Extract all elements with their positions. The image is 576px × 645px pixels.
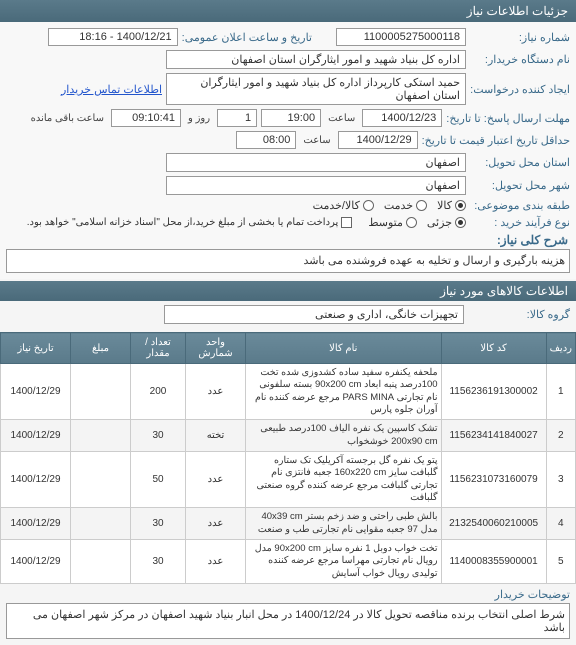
buyer-notes-box: شرط اصلی انتخاب برنده مناقصه تحویل کالا … [6, 603, 570, 639]
category-radio-label: خدمت [384, 199, 413, 212]
table-cell: 30 [131, 508, 186, 540]
page-title: جزئیات اطلاعات نیاز [467, 4, 568, 18]
announce-label: تاریخ و ساعت اعلان عمومی: [182, 31, 312, 44]
province-label: استان محل تحویل: [470, 156, 570, 169]
table-cell: تخته [186, 420, 246, 452]
deadline-time-label: ساعت [328, 113, 355, 124]
buyer-label: نام دستگاه خریدار: [470, 53, 570, 66]
table-header: ردیف [546, 333, 575, 364]
table-header: تاریخ نیاز [1, 333, 71, 364]
table-cell: عدد [186, 540, 246, 584]
table-cell: 1400/12/29 [1, 420, 71, 452]
city-field: اصفهان [166, 176, 466, 195]
requester-label: ایجاد کننده درخواست: [470, 83, 570, 96]
table-cell: بالش طبی راحتی و ضد زخم بستر 40x39 cm مد… [246, 508, 442, 540]
table-cell: تخت خواب دوبل 1 نفره سایز 90x200 cm مدل … [246, 540, 442, 584]
category-radio[interactable] [363, 200, 374, 211]
goods-header: اطلاعات کالاهای مورد نیاز [0, 281, 576, 301]
deadline-time: 19:00 [261, 109, 321, 127]
need-number-label: شماره نیاز: [470, 31, 570, 44]
deadline-date: 1400/12/23 [362, 109, 442, 127]
table-cell: 3 [546, 452, 575, 508]
buyer-field: اداره کل بنیاد شهید و امور ایثارگران است… [166, 50, 466, 69]
group-label: گروه کالا: [470, 308, 570, 321]
category-radio-label: کالا/خدمت [313, 199, 360, 212]
table-cell: 1156234141840027 [441, 420, 546, 452]
deadline-days: 1 [217, 109, 257, 127]
table-row[interactable]: 21156234141840027تشک کاسپین یک نفره الیا… [1, 420, 576, 452]
purchase-type-radiogroup: جزئی متوسط [368, 216, 466, 229]
table-cell: 1400/12/29 [1, 452, 71, 508]
table-header: مبلغ [71, 333, 131, 364]
purchase-type-label: نوع فرآیند خرید : [470, 216, 570, 229]
table-cell: 1 [546, 364, 575, 420]
table-header: واحد شمارش [186, 333, 246, 364]
table-cell [71, 420, 131, 452]
table-cell: 30 [131, 420, 186, 452]
page-header: جزئیات اطلاعات نیاز [0, 0, 576, 22]
table-cell [71, 364, 131, 420]
table-cell: عدد [186, 508, 246, 540]
description-title: شرح کلی نیاز: [6, 233, 570, 247]
table-cell: 1140008355900001 [441, 540, 546, 584]
table-row[interactable]: 42132540060210005بالش طبی راحتی و ضد زخم… [1, 508, 576, 540]
treasury-note: پرداخت تمام یا بخشی از مبلغ خرید،از محل … [27, 217, 339, 228]
need-number-field: 1100005275000118 [336, 28, 466, 46]
table-header: کد کالا [441, 333, 546, 364]
validity-time-label: ساعت [303, 135, 330, 146]
purchase-type-radio-label: جزئی [427, 216, 452, 229]
table-row[interactable]: 51140008355900001تخت خواب دوبل 1 نفره سا… [1, 540, 576, 584]
table-cell: 1400/12/29 [1, 364, 71, 420]
deadline-days-label: روز و [188, 113, 210, 124]
announce-field: 1400/12/21 - 18:16 [48, 28, 178, 46]
validity-time: 08:00 [236, 131, 296, 149]
category-radio[interactable] [455, 200, 466, 211]
table-cell [71, 540, 131, 584]
contact-link[interactable]: اطلاعات تماس خریدار [61, 83, 162, 96]
table-row[interactable]: 11156236191300002ملحفه یکنفره سفید ساده … [1, 364, 576, 420]
table-cell: 5 [546, 540, 575, 584]
table-header: نام کالا [246, 333, 442, 364]
requester-field: حمید استکی کارپرداز اداره کل بنیاد شهید … [166, 73, 466, 105]
table-cell: عدد [186, 452, 246, 508]
goods-table: ردیفکد کالانام کالاواحد شمارشتعداد / مقد… [0, 332, 576, 584]
category-radio[interactable] [416, 200, 427, 211]
purchase-type-radio[interactable] [455, 217, 466, 228]
table-cell: ملحفه یکنفره سفید ساده کشدوزی شده تخت 10… [246, 364, 442, 420]
table-cell [71, 452, 131, 508]
description-box: هزینه بارگیری و ارسال و تخلیه به عهده فر… [6, 249, 570, 273]
table-cell: 1400/12/29 [1, 508, 71, 540]
deadline-remaining: 09:10:41 [111, 109, 181, 127]
validity-date: 1400/12/29 [338, 131, 418, 149]
table-cell: تشک کاسپین یک نفره الیاف 100درصد طبیعی 2… [246, 420, 442, 452]
table-cell: 2 [546, 420, 575, 452]
city-label: شهر محل تحویل: [470, 179, 570, 192]
deadline-label: مهلت ارسال پاسخ: تا تاریخ: [446, 112, 570, 125]
purchase-type-radio-label: متوسط [368, 216, 403, 229]
validity-label: حداقل تاریخ اعتبار قیمت تا تاریخ: [422, 134, 570, 147]
table-cell: 1156231073160079 [441, 452, 546, 508]
main-form: شماره نیاز: 1100005275000118 تاریخ و ساع… [0, 22, 576, 279]
group-field: تجهیزات خانگی، اداری و صنعتی [164, 305, 464, 324]
table-cell: 1156236191300002 [441, 364, 546, 420]
category-label: طبقه بندی موضوعی: [470, 199, 570, 212]
table-cell: 200 [131, 364, 186, 420]
category-radiogroup: کالا خدمت کالا/خدمت [313, 199, 466, 212]
province-field: اصفهان [166, 153, 466, 172]
deadline-remain-label: ساعت باقی مانده [31, 113, 104, 124]
treasury-checkbox[interactable] [341, 217, 352, 228]
table-cell: پتو یک نفره گل برجسته آکریلیک تک ستاره گ… [246, 452, 442, 508]
purchase-type-radio[interactable] [406, 217, 417, 228]
table-header: تعداد / مقدار [131, 333, 186, 364]
table-cell: 30 [131, 540, 186, 584]
table-row[interactable]: 31156231073160079پتو یک نفره گل برجسته آ… [1, 452, 576, 508]
table-cell: 50 [131, 452, 186, 508]
table-cell: 1400/12/29 [1, 540, 71, 584]
category-radio-label: کالا [437, 199, 452, 212]
table-cell: 2132540060210005 [441, 508, 546, 540]
buyer-notes-label: توضیحات خریدار [0, 584, 576, 603]
table-cell: عدد [186, 364, 246, 420]
table-cell [71, 508, 131, 540]
table-cell: 4 [546, 508, 575, 540]
